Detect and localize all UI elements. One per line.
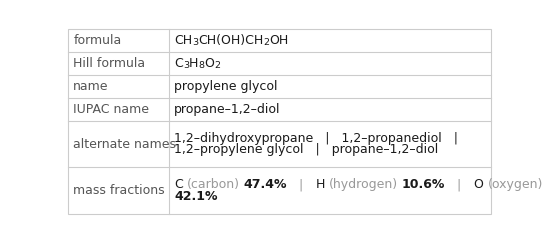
Text: 10.6%: 10.6% xyxy=(402,178,446,192)
Text: 1,2–propylene glycol   |   propane–1,2–diol: 1,2–propylene glycol | propane–1,2–diol xyxy=(174,143,438,156)
Text: propane–1,2–diol: propane–1,2–diol xyxy=(174,103,281,116)
Text: 42.1%: 42.1% xyxy=(174,190,217,203)
Text: H: H xyxy=(189,57,198,70)
Text: C: C xyxy=(174,178,183,192)
Text: O: O xyxy=(474,178,484,192)
Text: C: C xyxy=(174,57,183,70)
Text: (oxygen): (oxygen) xyxy=(488,178,543,192)
Text: 3: 3 xyxy=(192,38,198,47)
Text: O: O xyxy=(204,57,214,70)
Text: alternate names: alternate names xyxy=(73,138,176,151)
Text: 8: 8 xyxy=(198,61,204,70)
Text: formula: formula xyxy=(73,34,122,47)
Text: (hydrogen): (hydrogen) xyxy=(329,178,398,192)
Text: Hill formula: Hill formula xyxy=(73,57,145,70)
Text: (carbon): (carbon) xyxy=(187,178,240,192)
Text: |: | xyxy=(446,178,474,192)
Text: 2: 2 xyxy=(214,61,220,70)
Text: CH: CH xyxy=(174,34,192,47)
Text: 1,2–dihydroxypropane   |   1,2–propanediol   |: 1,2–dihydroxypropane | 1,2–propanediol | xyxy=(174,132,458,145)
Text: name: name xyxy=(73,80,109,93)
Text: H: H xyxy=(316,178,325,192)
Text: 2: 2 xyxy=(264,38,270,47)
Text: |: | xyxy=(287,178,316,192)
Text: 3: 3 xyxy=(183,61,189,70)
Text: propylene glycol: propylene glycol xyxy=(174,80,277,93)
Text: mass fractions: mass fractions xyxy=(73,184,165,197)
Text: IUPAC name: IUPAC name xyxy=(73,103,149,116)
Text: CH(OH)CH: CH(OH)CH xyxy=(198,34,264,47)
Text: 47.4%: 47.4% xyxy=(244,178,287,192)
Text: OH: OH xyxy=(270,34,289,47)
